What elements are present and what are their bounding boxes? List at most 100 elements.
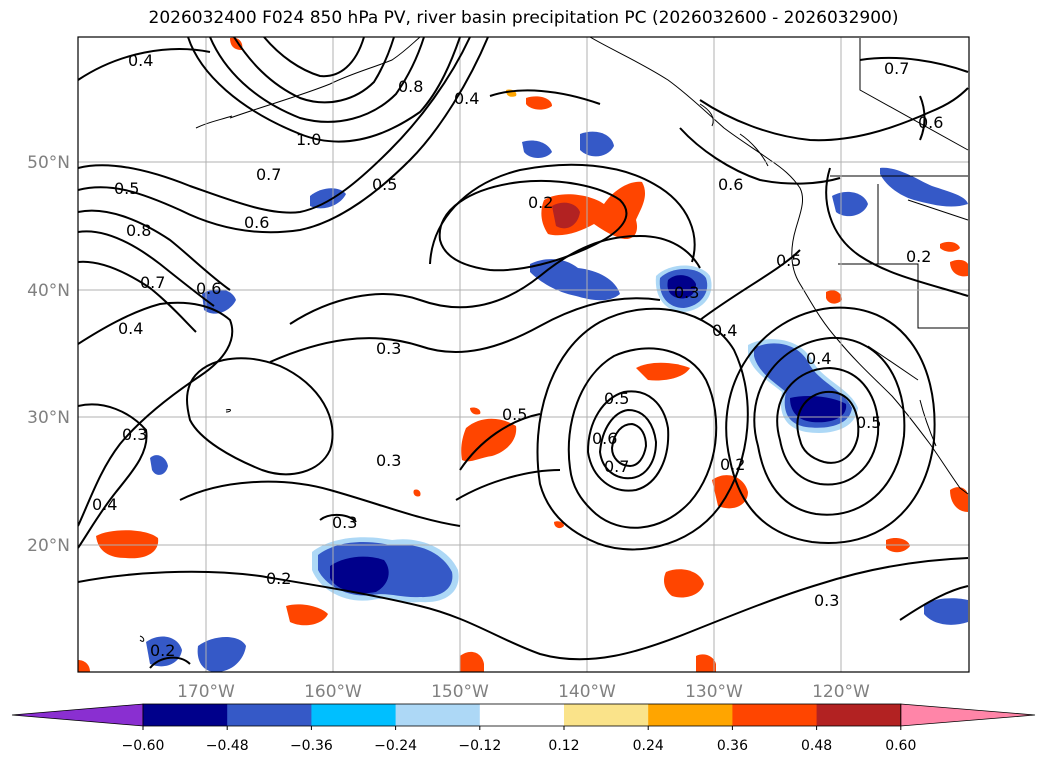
precip-negative-blob — [924, 598, 968, 625]
colorbar-tick-label: 0.60 — [885, 738, 916, 754]
pv-contours — [78, 37, 969, 669]
contour-label: 0.6 — [244, 213, 269, 232]
lon-label: 130°W — [685, 682, 743, 702]
contour-label: 0.5 — [856, 413, 881, 432]
contour-label: 0.5 — [372, 175, 397, 194]
contour-label: 0.8 — [398, 77, 423, 96]
contour-label: 0.6 — [592, 429, 617, 448]
contour-label: 0.4 — [92, 495, 117, 514]
contour-label: 0.6 — [196, 279, 221, 298]
precip-positive-blob — [696, 654, 716, 672]
colorbar-cell — [816, 704, 902, 726]
precip-negative-blob — [310, 188, 346, 209]
latitude-labels: 50°N 40°N 30°N 20°N — [27, 153, 70, 556]
colorbar-tick-label: −0.36 — [290, 738, 333, 754]
colorbar-tick-label: 0.36 — [717, 738, 748, 754]
colorbar-tick-label: −0.12 — [458, 738, 501, 754]
contour-label: 0.2 — [906, 247, 931, 266]
precip-positive-blob — [96, 530, 159, 559]
colorbar-tick-label: −0.60 — [122, 738, 165, 754]
precip-negative-blob — [146, 636, 182, 667]
map-border — [77, 36, 970, 673]
colorbar-outline — [142, 703, 902, 727]
colorbar-under-triangle — [11, 703, 144, 727]
contour-label: 0.3 — [332, 513, 357, 532]
contour-label: 0.3 — [122, 425, 147, 444]
colorbar-cell — [564, 704, 649, 726]
colorbar-tick-label: 0.12 — [548, 738, 579, 754]
contour-label: 0.7 — [884, 59, 909, 78]
precip-positive-blob — [552, 202, 580, 229]
colorbar-tick-label: 0.24 — [633, 738, 664, 754]
contour-label: 0.4 — [128, 51, 153, 70]
colorbar: −0.60 −0.48 −0.36 −0.24 −0.12 0.12 0.24 0.36 0.4… — [11, 703, 1036, 754]
contour-label: 0.2 — [266, 569, 291, 588]
contour-label: 0.4 — [712, 321, 737, 340]
map-area: 0.4 0.8 1.0 0.4 0.7 0.6 0.5 0.8 0.7 0.6 … — [78, 37, 969, 672]
precip-positive-blob — [230, 37, 243, 50]
precip-positive-blob — [712, 475, 748, 509]
precip-negative-blob — [197, 637, 246, 672]
colorbar-tick-label: −0.24 — [374, 738, 417, 754]
longitude-labels: 170°W 160°W 150°W 140°W 130°W 120°W — [177, 682, 870, 702]
contour-label: 0.6 — [918, 113, 943, 132]
contour-label: 0.5 — [776, 251, 801, 270]
precip-negative-blob — [667, 275, 696, 299]
precip-positive-blob — [950, 487, 968, 512]
colorbar-tick-label: 0.48 — [801, 738, 832, 754]
precip-negative-blob — [150, 455, 168, 475]
colorbar-cell — [227, 704, 312, 726]
colorbar-cell — [143, 704, 228, 726]
precip-positive-blob — [664, 569, 704, 598]
contour-label: 0.6 — [718, 175, 743, 194]
contour-label: 0.5 — [502, 405, 527, 424]
precip-positive-blob — [286, 604, 328, 626]
precip-positive-blob — [554, 521, 564, 529]
colorbar-tick-label: −0.48 — [206, 738, 249, 754]
contour-label: 0.8 — [126, 221, 151, 240]
precip-positive-blob — [413, 489, 421, 497]
precip-positive-blob — [950, 259, 968, 277]
contour-label: 0.4 — [118, 319, 143, 338]
contour-label: 0.3 — [376, 339, 401, 358]
contour-label: 0.4 — [454, 89, 479, 108]
contour-label: 0.3 — [376, 451, 401, 470]
precip-positive-blob — [826, 290, 842, 304]
lon-label: 150°W — [431, 682, 489, 702]
precip-positive-blob — [526, 96, 552, 110]
contour-label: 0.2 — [528, 193, 553, 212]
precip-negative-blob — [580, 131, 614, 157]
map-title: 2026032400 F024 850 hPa PV, river basin … — [148, 8, 899, 28]
colorbar-cell — [395, 704, 481, 726]
lat-label: 40°N — [27, 281, 70, 301]
gridlines — [78, 37, 969, 672]
contour-label: 0.5 — [604, 389, 629, 408]
precip-negative-blob — [330, 556, 389, 594]
contour-label: 0.7 — [604, 457, 629, 476]
contour-label: 0.2 — [720, 455, 745, 474]
lat-label: 50°N — [27, 153, 70, 173]
colorbar-cell — [732, 704, 818, 726]
precip-positive-blob — [78, 660, 90, 672]
lat-label: 20°N — [27, 536, 70, 556]
lat-label: 30°N — [27, 408, 70, 428]
contour-labels: 0.4 0.8 1.0 0.4 0.7 0.6 0.5 0.8 0.7 0.6 … — [92, 51, 943, 660]
contour-label: 0.3 — [814, 591, 839, 610]
precip-positive-blob — [636, 362, 690, 381]
precip-shading — [78, 37, 968, 672]
colorbar-cell — [311, 704, 397, 726]
colorbar-cell — [479, 704, 565, 726]
contour-label: 0.7 — [256, 165, 281, 184]
contour-label: 0.5 — [114, 179, 139, 198]
lon-label: 170°W — [177, 682, 235, 702]
precip-negative-blob — [880, 167, 968, 207]
contour-label: 0.3 — [674, 283, 699, 302]
colorbar-over-triangle — [900, 703, 1036, 727]
precip-positive-blob — [940, 241, 960, 252]
contour-label: 0.2 — [150, 641, 175, 660]
colorbar-cell — [648, 704, 733, 726]
contour-label: 0.7 — [140, 273, 165, 292]
precip-positive-blob — [470, 407, 481, 415]
lon-label: 140°W — [558, 682, 616, 702]
